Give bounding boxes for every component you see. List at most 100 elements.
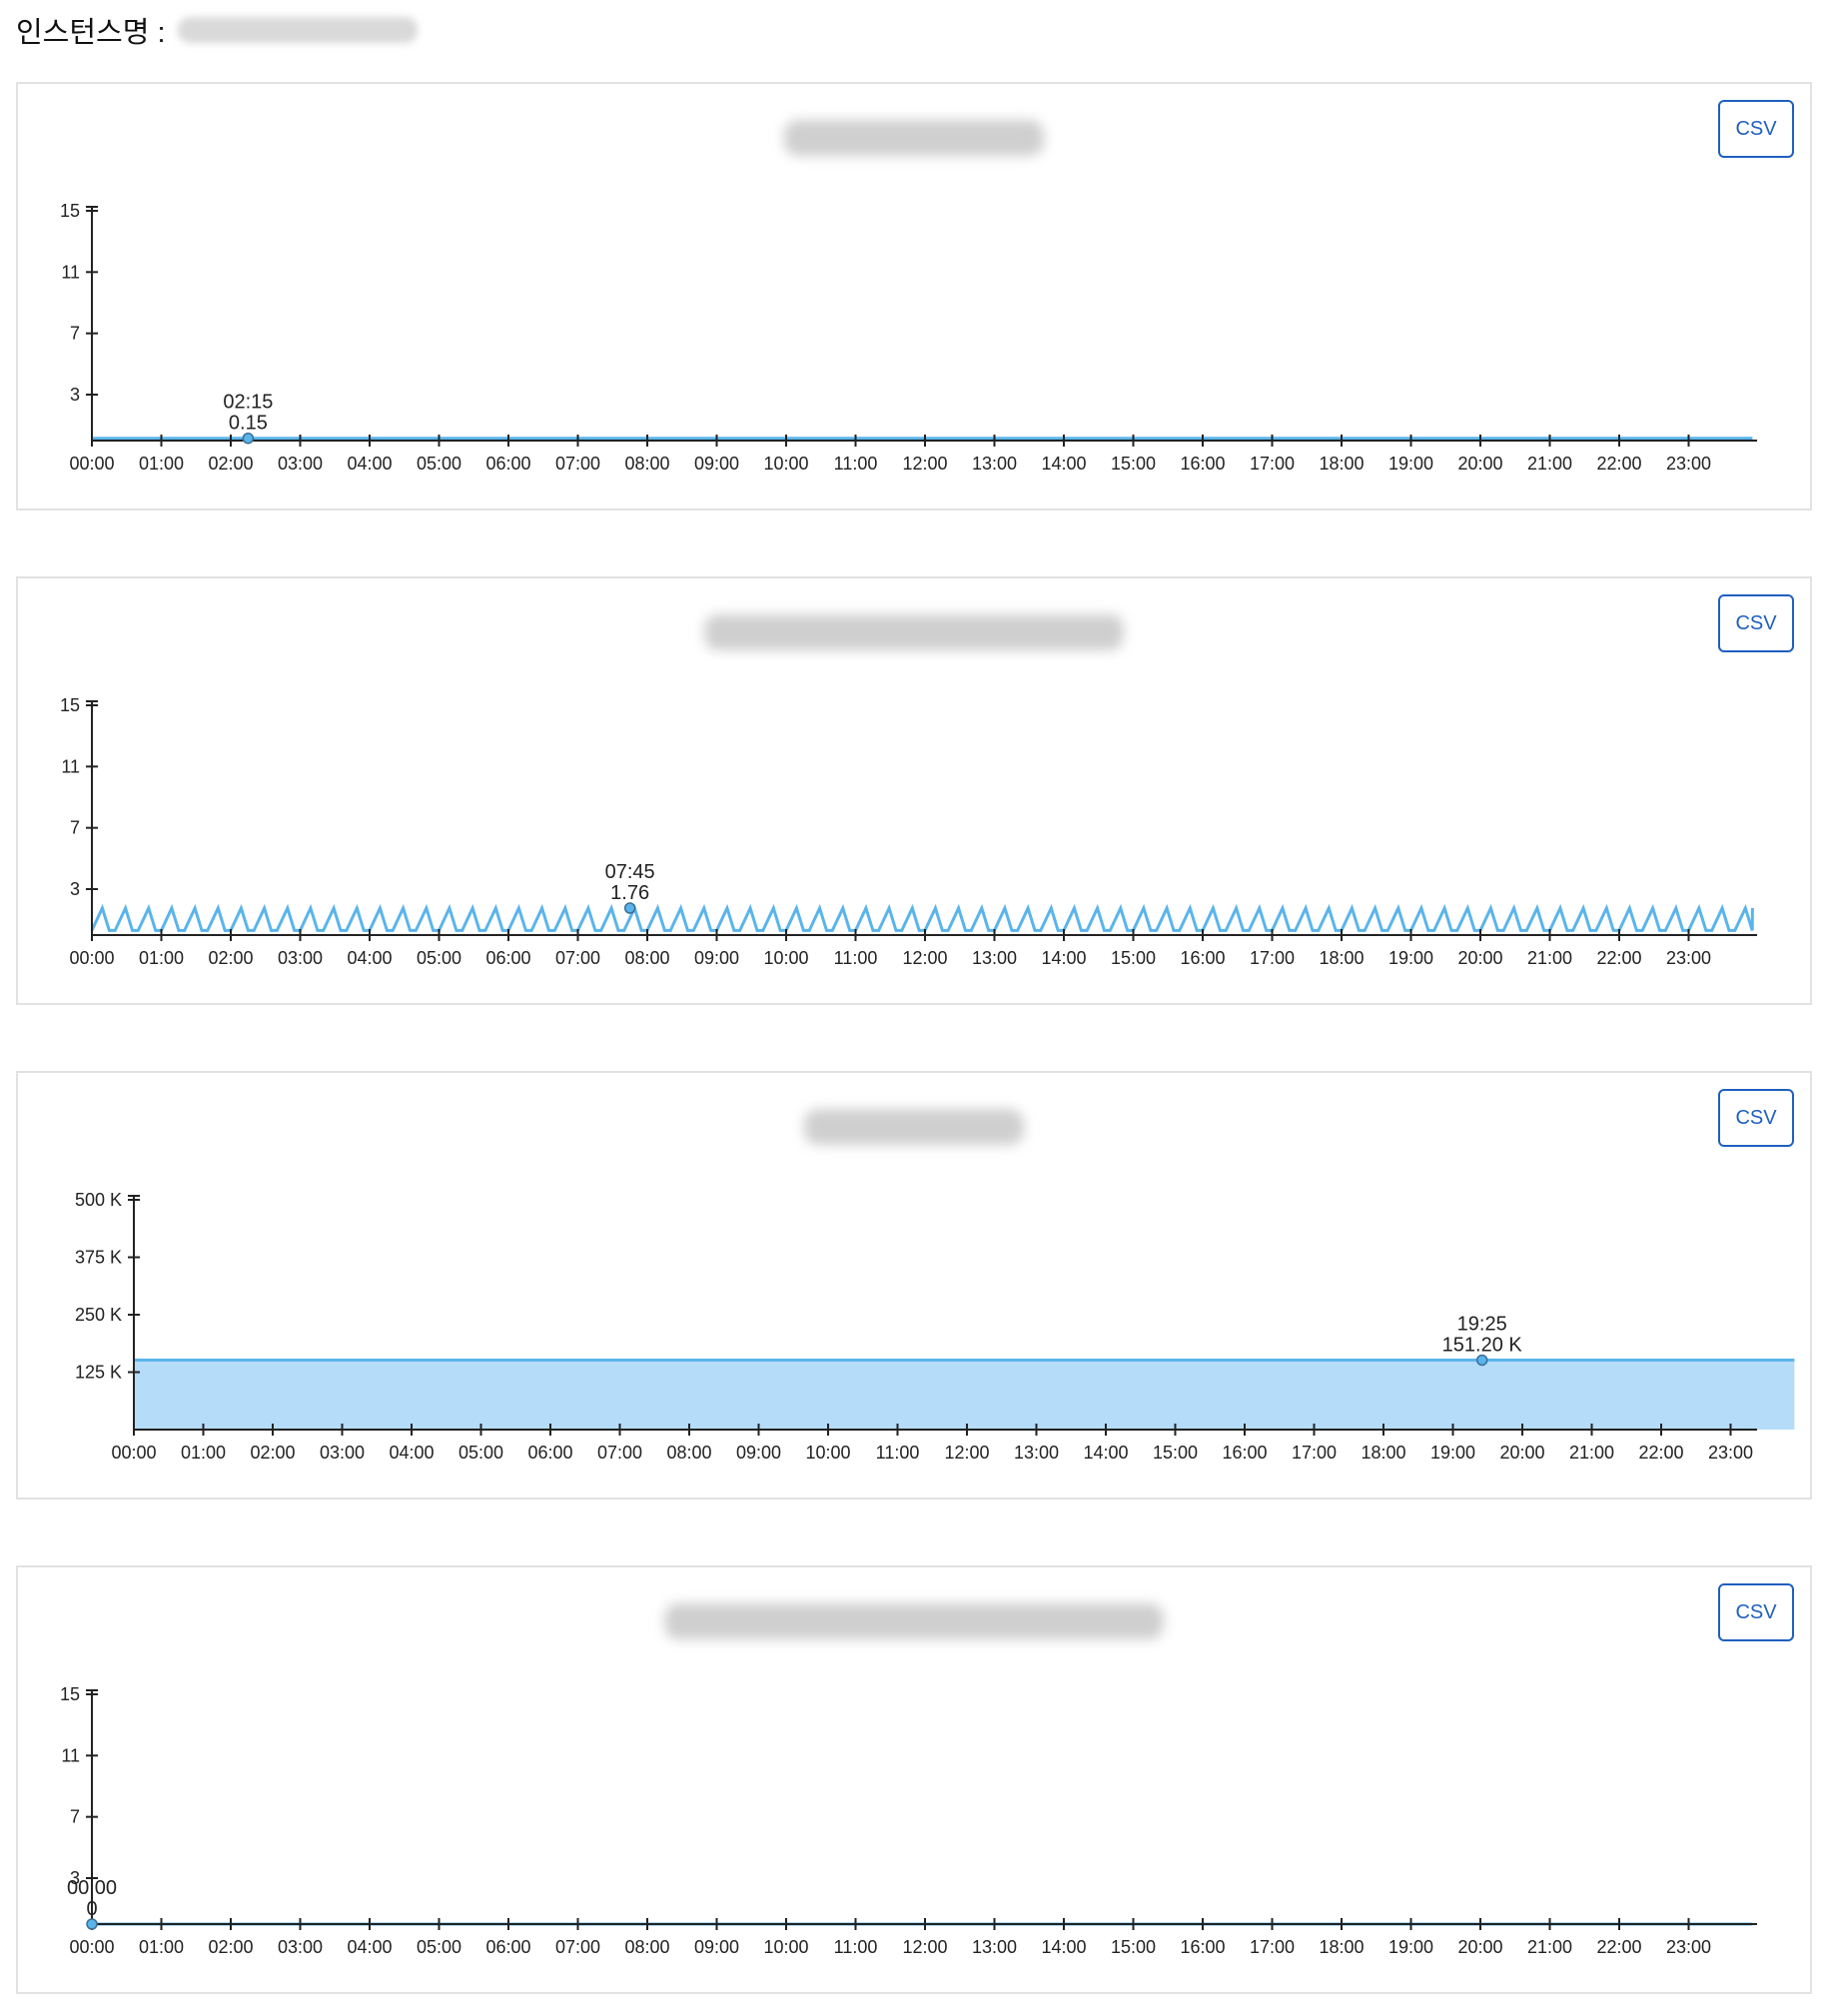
x-tick-label: 02:00 [250, 1443, 295, 1463]
x-tick-label: 13:00 [1014, 1443, 1059, 1463]
x-tick-label: 22:00 [1596, 454, 1641, 474]
x-tick-label: 17:00 [1250, 948, 1295, 968]
x-tick-label: 19:00 [1388, 948, 1433, 968]
chart-svg: 125 K 250 K 375 K 500 K 00:00 01:00 02:00 03:00… [75, 1190, 1795, 1463]
x-tick-label: 08:00 [666, 1443, 711, 1463]
x-tick-label: 11:00 [834, 1937, 878, 1957]
x-tick-label: 06:00 [527, 1443, 572, 1463]
x-tick-label: 05:00 [417, 454, 461, 474]
csv-download-button[interactable]: CSV [1718, 100, 1794, 158]
chart-svg: 3 7 11 15 00:00 01:00 02:00 03:00 04:00 05:00 06:0… [60, 201, 1757, 474]
y-tick-label: 250 K [75, 1305, 122, 1325]
x-tick-label: 01:00 [139, 948, 184, 968]
x-tick-label: 10:00 [763, 454, 808, 474]
x-tick-label: 23:00 [1708, 1443, 1753, 1463]
highlight-point [86, 1918, 98, 1930]
x-tick-label: 03:00 [320, 1443, 365, 1463]
x-tick-label: 19:00 [1388, 454, 1433, 474]
x-tick-label: 18:00 [1361, 1443, 1405, 1463]
x-tick-label: 11:00 [834, 948, 878, 968]
x-tick-label: 23:00 [1666, 454, 1711, 474]
chart-svg: 3 7 11 15 00:00 01:00 02:00 03:00 04:00 05:00 06:0… [60, 1684, 1757, 1957]
y-tick-label: 11 [61, 262, 80, 282]
instance-header: 인스턴스명 : [16, 10, 418, 50]
x-tick-label: 16:00 [1180, 948, 1225, 968]
x-tick-label: 20:00 [1457, 948, 1502, 968]
x-tick-label: 04:00 [347, 948, 392, 968]
y-tick-label: 375 K [75, 1248, 122, 1268]
csv-download-button[interactable]: CSV [1718, 1583, 1794, 1641]
y-tick-label: 3 [70, 385, 80, 405]
y-tick-label: 7 [70, 818, 80, 838]
highlight-point [242, 432, 255, 445]
chart-card-2: CSV 3 7 11 15 00:00 01:00 02:00 03:00 04:00 05:00… [16, 576, 1812, 1005]
x-tick-label: 07:00 [597, 1443, 642, 1463]
y-tick-label: 3 [70, 879, 80, 899]
x-tick-label: 08:00 [624, 454, 669, 474]
highlight-value-label: 0 [86, 1898, 97, 1920]
x-tick-label: 04:00 [347, 1937, 392, 1957]
x-tick-label: 19:00 [1430, 1443, 1475, 1463]
chart-card-4: CSV 3 7 11 15 00:00 01:00 02:00 03:00 04:00 05:00… [16, 1565, 1812, 1994]
x-tick-label: 15:00 [1111, 948, 1156, 968]
x-tick-label: 04:00 [347, 454, 392, 474]
x-tick-label: 13:00 [972, 948, 1017, 968]
x-tick-label: 02:00 [208, 454, 253, 474]
x-tick-label: 23:00 [1666, 1937, 1711, 1957]
x-tick-label: 03:00 [278, 454, 323, 474]
x-tick-label: 21:00 [1527, 1937, 1572, 1957]
x-tick-label: 09:00 [694, 1937, 739, 1957]
x-tick-label: 08:00 [624, 1937, 669, 1957]
x-tick-label: 14:00 [1041, 948, 1086, 968]
series-area [134, 1360, 1795, 1430]
chart-card-3: CSV 125 K 250 K 375 K 500 K 00:00 01:00 02:00 0… [16, 1071, 1812, 1500]
x-tick-label: 16:00 [1180, 454, 1225, 474]
x-tick-label: 16:00 [1222, 1443, 1267, 1463]
x-tick-label: 18:00 [1319, 948, 1364, 968]
x-tick-label: 20:00 [1457, 454, 1502, 474]
highlight-value-label: 0.15 [229, 413, 268, 435]
x-tick-label: 22:00 [1638, 1443, 1683, 1463]
x-tick-label: 15:00 [1111, 1937, 1156, 1957]
y-tick-label: 11 [61, 1745, 80, 1765]
x-tick-label: 05:00 [458, 1443, 503, 1463]
y-tick-label: 125 K [75, 1363, 122, 1383]
x-tick-label: 10:00 [763, 1937, 808, 1957]
csv-download-button[interactable]: CSV [1718, 1089, 1794, 1147]
highlight-time-label: 00:00 [67, 1877, 117, 1899]
instance-label: 인스턴스명 : [16, 17, 166, 49]
y-tick-label: 15 [60, 1684, 80, 1704]
y-tick-label: 500 K [75, 1190, 122, 1210]
x-tick-label: 09:00 [694, 454, 739, 474]
x-tick-label: 22:00 [1596, 948, 1641, 968]
chart-title-redacted [804, 1109, 1024, 1145]
x-tick-label: 02:00 [208, 1937, 253, 1957]
x-tick-label: 00:00 [111, 1443, 156, 1463]
x-tick-label: 05:00 [417, 1937, 461, 1957]
x-tick-label: 00:00 [69, 454, 114, 474]
x-tick-label: 20:00 [1457, 1937, 1502, 1957]
x-tick-label: 11:00 [876, 1443, 920, 1463]
x-tick-label: 07:00 [555, 1937, 600, 1957]
x-tick-label: 17:00 [1292, 1443, 1337, 1463]
x-tick-label: 06:00 [485, 1937, 530, 1957]
y-tick-label: 15 [60, 201, 80, 221]
x-tick-label: 17:00 [1250, 454, 1295, 474]
y-tick-label: 3 [70, 1868, 80, 1888]
x-tick-label: 07:00 [555, 948, 600, 968]
csv-download-button[interactable]: CSV [1718, 594, 1794, 652]
x-tick-label: 06:00 [485, 454, 530, 474]
x-tick-label: 14:00 [1041, 1937, 1086, 1957]
y-tick-label: 15 [60, 695, 80, 715]
x-tick-label: 15:00 [1111, 454, 1156, 474]
x-tick-label: 09:00 [736, 1443, 781, 1463]
chart-title-redacted [784, 120, 1044, 156]
x-tick-label: 18:00 [1319, 454, 1364, 474]
x-tick-label: 13:00 [972, 1937, 1017, 1957]
x-tick-label: 01:00 [139, 454, 184, 474]
y-tick-label: 11 [61, 756, 80, 776]
x-tick-label: 07:00 [555, 454, 600, 474]
chart-title-redacted [664, 1603, 1164, 1639]
y-tick-label: 7 [70, 1807, 80, 1827]
